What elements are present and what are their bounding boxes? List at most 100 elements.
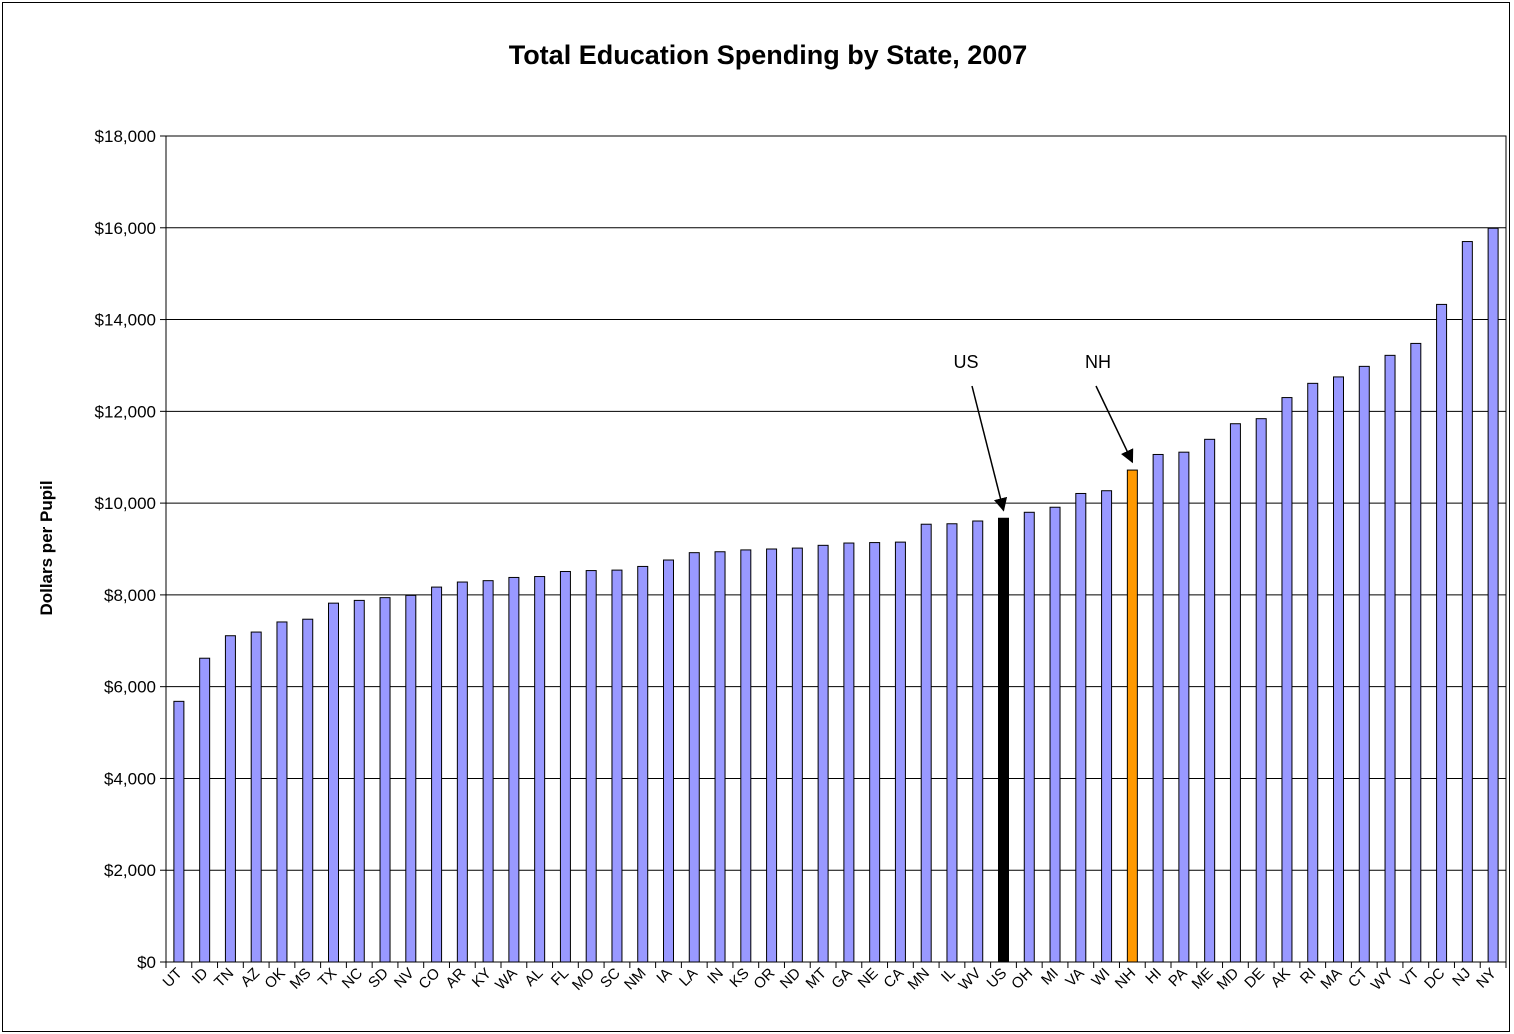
bar-wi xyxy=(1101,490,1113,963)
x-tick-label: SD xyxy=(365,965,392,992)
y-tick-label: $10,000 xyxy=(95,494,156,513)
bar-az xyxy=(250,631,262,963)
x-tick-label: TX xyxy=(315,965,341,991)
x-tick-label: KY xyxy=(469,965,495,991)
x-tick-label: AR xyxy=(442,965,469,992)
bar-dc xyxy=(1436,303,1448,963)
x-tick-label: RI xyxy=(1297,965,1320,988)
bar-ut xyxy=(173,700,185,963)
bar-mi xyxy=(1049,506,1061,963)
x-tick-label: NC xyxy=(339,965,366,992)
bar-de xyxy=(1255,418,1267,963)
x-tick-label: LA xyxy=(676,965,701,990)
bar-nj xyxy=(1461,241,1473,963)
bar-sc xyxy=(611,569,623,963)
x-tick-label: OK xyxy=(261,965,288,992)
bar-ia xyxy=(663,559,674,963)
bar-ca xyxy=(894,541,906,963)
x-tick-label: OH xyxy=(1008,965,1036,993)
bar-nc xyxy=(353,599,365,963)
x-tick-label: MO xyxy=(569,965,598,994)
bar-ga xyxy=(843,542,855,963)
gridlines xyxy=(166,227,1506,871)
bar-wy xyxy=(1384,354,1396,963)
x-tick-label: IA xyxy=(653,965,675,987)
bar-ks xyxy=(740,549,752,963)
x-tick-label: GA xyxy=(828,965,855,992)
bar-pa xyxy=(1178,451,1190,963)
x-tick-label: IN xyxy=(704,965,727,988)
bar-il xyxy=(946,523,958,963)
annotation-us-label: US xyxy=(953,352,978,372)
x-tick-label: VA xyxy=(1062,965,1087,990)
x-tick-label: MA xyxy=(1317,965,1345,993)
bar-or xyxy=(766,548,778,963)
bar-ok xyxy=(276,621,288,963)
bar-la xyxy=(688,552,700,963)
bar-wa xyxy=(508,576,520,963)
bar-tn xyxy=(224,635,236,963)
y-tick-label: $14,000 xyxy=(95,311,156,330)
bars xyxy=(173,227,1499,963)
bar-ky xyxy=(482,580,494,963)
y-axis-label: Dollars per Pupil xyxy=(37,480,56,615)
x-tick-label: ME xyxy=(1189,965,1217,993)
annotation-nh-label: NH xyxy=(1085,352,1111,372)
bar-ri xyxy=(1307,382,1319,963)
y-tick-label: $2,000 xyxy=(104,861,156,880)
x-tick-label: NM xyxy=(621,965,650,994)
chart-title: Total Education Spending by State, 2007 xyxy=(509,40,1028,70)
x-tick-label: NY xyxy=(1473,965,1500,992)
bar-id xyxy=(199,657,211,963)
bar-ar xyxy=(456,581,468,963)
plot-area xyxy=(165,135,1507,963)
bar-va xyxy=(1075,492,1087,963)
x-tick-label: WV xyxy=(955,965,984,994)
x-tick-label: NJ xyxy=(1449,965,1474,990)
x-tick-label: CA xyxy=(880,965,907,992)
x-tick-label: CO xyxy=(415,965,443,993)
x-tick-label: US xyxy=(984,965,1011,992)
y-tick-label: $6,000 xyxy=(104,678,156,697)
x-tick-label: VT xyxy=(1397,965,1423,991)
bar-vt xyxy=(1410,342,1422,963)
x-tick-label: WA xyxy=(492,965,521,994)
y-tick-label: $16,000 xyxy=(95,219,156,238)
bar-md xyxy=(1229,423,1241,963)
y-tick-label: $4,000 xyxy=(104,769,156,788)
x-tick-label: WY xyxy=(1368,965,1397,994)
bar-wv xyxy=(972,520,984,963)
x-tick-label: DC xyxy=(1421,965,1448,992)
x-tick-label: SC xyxy=(597,965,624,992)
x-tick-label: MS xyxy=(287,965,315,993)
x-tick-label: KS xyxy=(726,965,752,991)
x-tick-label: ND xyxy=(777,965,804,992)
y-axis-ticks: $0 $2,000 $4,000 $6,000 $8,000 $10,000 $12,000… xyxy=(95,127,166,972)
bar-me xyxy=(1204,438,1216,963)
x-tick-label: HI xyxy=(1142,965,1165,988)
x-tick-label: CT xyxy=(1345,965,1371,991)
bar-nd xyxy=(791,547,803,963)
x-tick-label: MD xyxy=(1214,965,1243,994)
bar-co xyxy=(431,586,443,963)
x-tick-label: NV xyxy=(391,965,418,992)
x-tick-label: NH xyxy=(1112,965,1139,992)
bar-al xyxy=(534,576,546,963)
annotation-us-arrow xyxy=(971,385,1008,512)
x-tick-label: PA xyxy=(1165,965,1190,990)
x-tick-label: AK xyxy=(1268,965,1294,991)
bar-tx xyxy=(328,602,339,963)
y-tick-label: $0 xyxy=(137,953,156,972)
bar-ct xyxy=(1358,365,1370,963)
bar-ms xyxy=(302,618,314,963)
bar-nh xyxy=(1126,469,1138,963)
bar-sd xyxy=(379,597,391,963)
bar-ak xyxy=(1281,397,1293,963)
x-tick-label: ID xyxy=(189,965,212,988)
bar-nv xyxy=(405,594,417,963)
x-tick-label: OR xyxy=(750,965,778,993)
x-tick-label: AZ xyxy=(237,965,263,991)
bar-ny xyxy=(1487,227,1499,963)
x-tick-label: MI xyxy=(1038,965,1062,989)
y-tick-label: $18,000 xyxy=(95,127,156,146)
